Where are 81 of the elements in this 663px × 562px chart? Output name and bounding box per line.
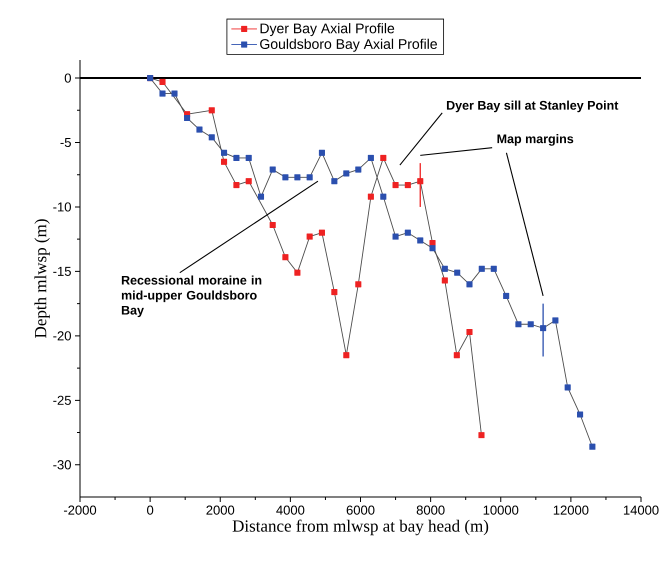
- y-axis-title: Depth mlwsp (m): [34, 219, 50, 338]
- point: [392, 182, 399, 188]
- point: [196, 126, 203, 133]
- point: [318, 150, 325, 156]
- y-tick-label: -30: [53, 460, 71, 470]
- point: [442, 277, 448, 284]
- point: [454, 352, 460, 358]
- point: [171, 90, 178, 97]
- legend-label: Dyer Bay Axial Profile: [260, 23, 394, 36]
- point: [282, 254, 288, 260]
- point: [454, 270, 460, 276]
- annotation: Dyer Bay sill at Stanley Point: [446, 100, 618, 112]
- point: [368, 194, 374, 200]
- x-tick-label: 8000: [416, 506, 445, 515]
- point: [258, 194, 264, 200]
- point: [208, 107, 215, 114]
- point: [343, 170, 350, 176]
- point: [208, 134, 215, 140]
- annotation: Recessional moraine in mid-upper Gouldsboro Bay: [122, 275, 262, 318]
- legend-label: Gouldsboro Bay Axial Profile: [260, 38, 437, 52]
- point: [318, 230, 325, 236]
- point: [540, 325, 546, 332]
- annotation: Map margins: [497, 134, 574, 146]
- y-tick-label: 0: [64, 73, 71, 83]
- point: [404, 230, 411, 236]
- point: [331, 288, 338, 296]
- x-tick-label: 0: [147, 506, 154, 515]
- point: [478, 266, 485, 272]
- point: [442, 266, 448, 272]
- point: [220, 158, 228, 165]
- y-tick-label: -25: [53, 396, 71, 405]
- point: [233, 182, 240, 188]
- point: [233, 154, 240, 162]
- y-tick-label: -20: [53, 331, 71, 340]
- y-tick-label: -10: [53, 202, 71, 212]
- point: [404, 182, 411, 188]
- point: [552, 317, 558, 324]
- point: [490, 266, 497, 272]
- point: [417, 178, 424, 184]
- point: [306, 234, 313, 240]
- y-tick-label: -15: [53, 266, 71, 276]
- point: [355, 281, 362, 288]
- y-tick-label: -5: [60, 138, 71, 148]
- x-tick-label: 12000: [554, 506, 588, 515]
- point: [503, 292, 510, 299]
- point: [528, 321, 534, 328]
- point: [380, 194, 386, 200]
- point: [306, 174, 313, 180]
- point: [368, 154, 374, 162]
- point: [270, 166, 276, 173]
- point: [220, 150, 228, 156]
- point: [466, 281, 473, 288]
- point: [466, 328, 473, 336]
- point: [478, 432, 485, 438]
- point: [392, 234, 399, 240]
- x-axis-title: Distance from mlwsp at bay head (m): [232, 520, 488, 536]
- point: [380, 154, 386, 162]
- point: [515, 321, 522, 328]
- point: [246, 154, 252, 162]
- point: [343, 352, 350, 358]
- x-tick-label: 2000: [206, 506, 234, 515]
- x-tick-label: 4000: [276, 506, 304, 515]
- point: [294, 174, 300, 180]
- x-tick-label: 10000: [484, 506, 518, 515]
- point: [184, 114, 190, 122]
- point: [159, 78, 166, 85]
- point: [282, 174, 288, 180]
- point: [246, 178, 252, 184]
- point: [429, 245, 436, 252]
- x-tick-label: 6000: [346, 506, 374, 515]
- point: [331, 178, 338, 184]
- point: [159, 90, 166, 97]
- x-tick-label: 14000: [624, 506, 659, 515]
- x-tick-label: -2000: [64, 506, 96, 515]
- point: [294, 270, 300, 276]
- point: [417, 237, 424, 244]
- point: [270, 222, 276, 228]
- point: [564, 384, 571, 390]
- point: [589, 444, 596, 450]
- point: [577, 411, 584, 418]
- point: [355, 166, 362, 173]
